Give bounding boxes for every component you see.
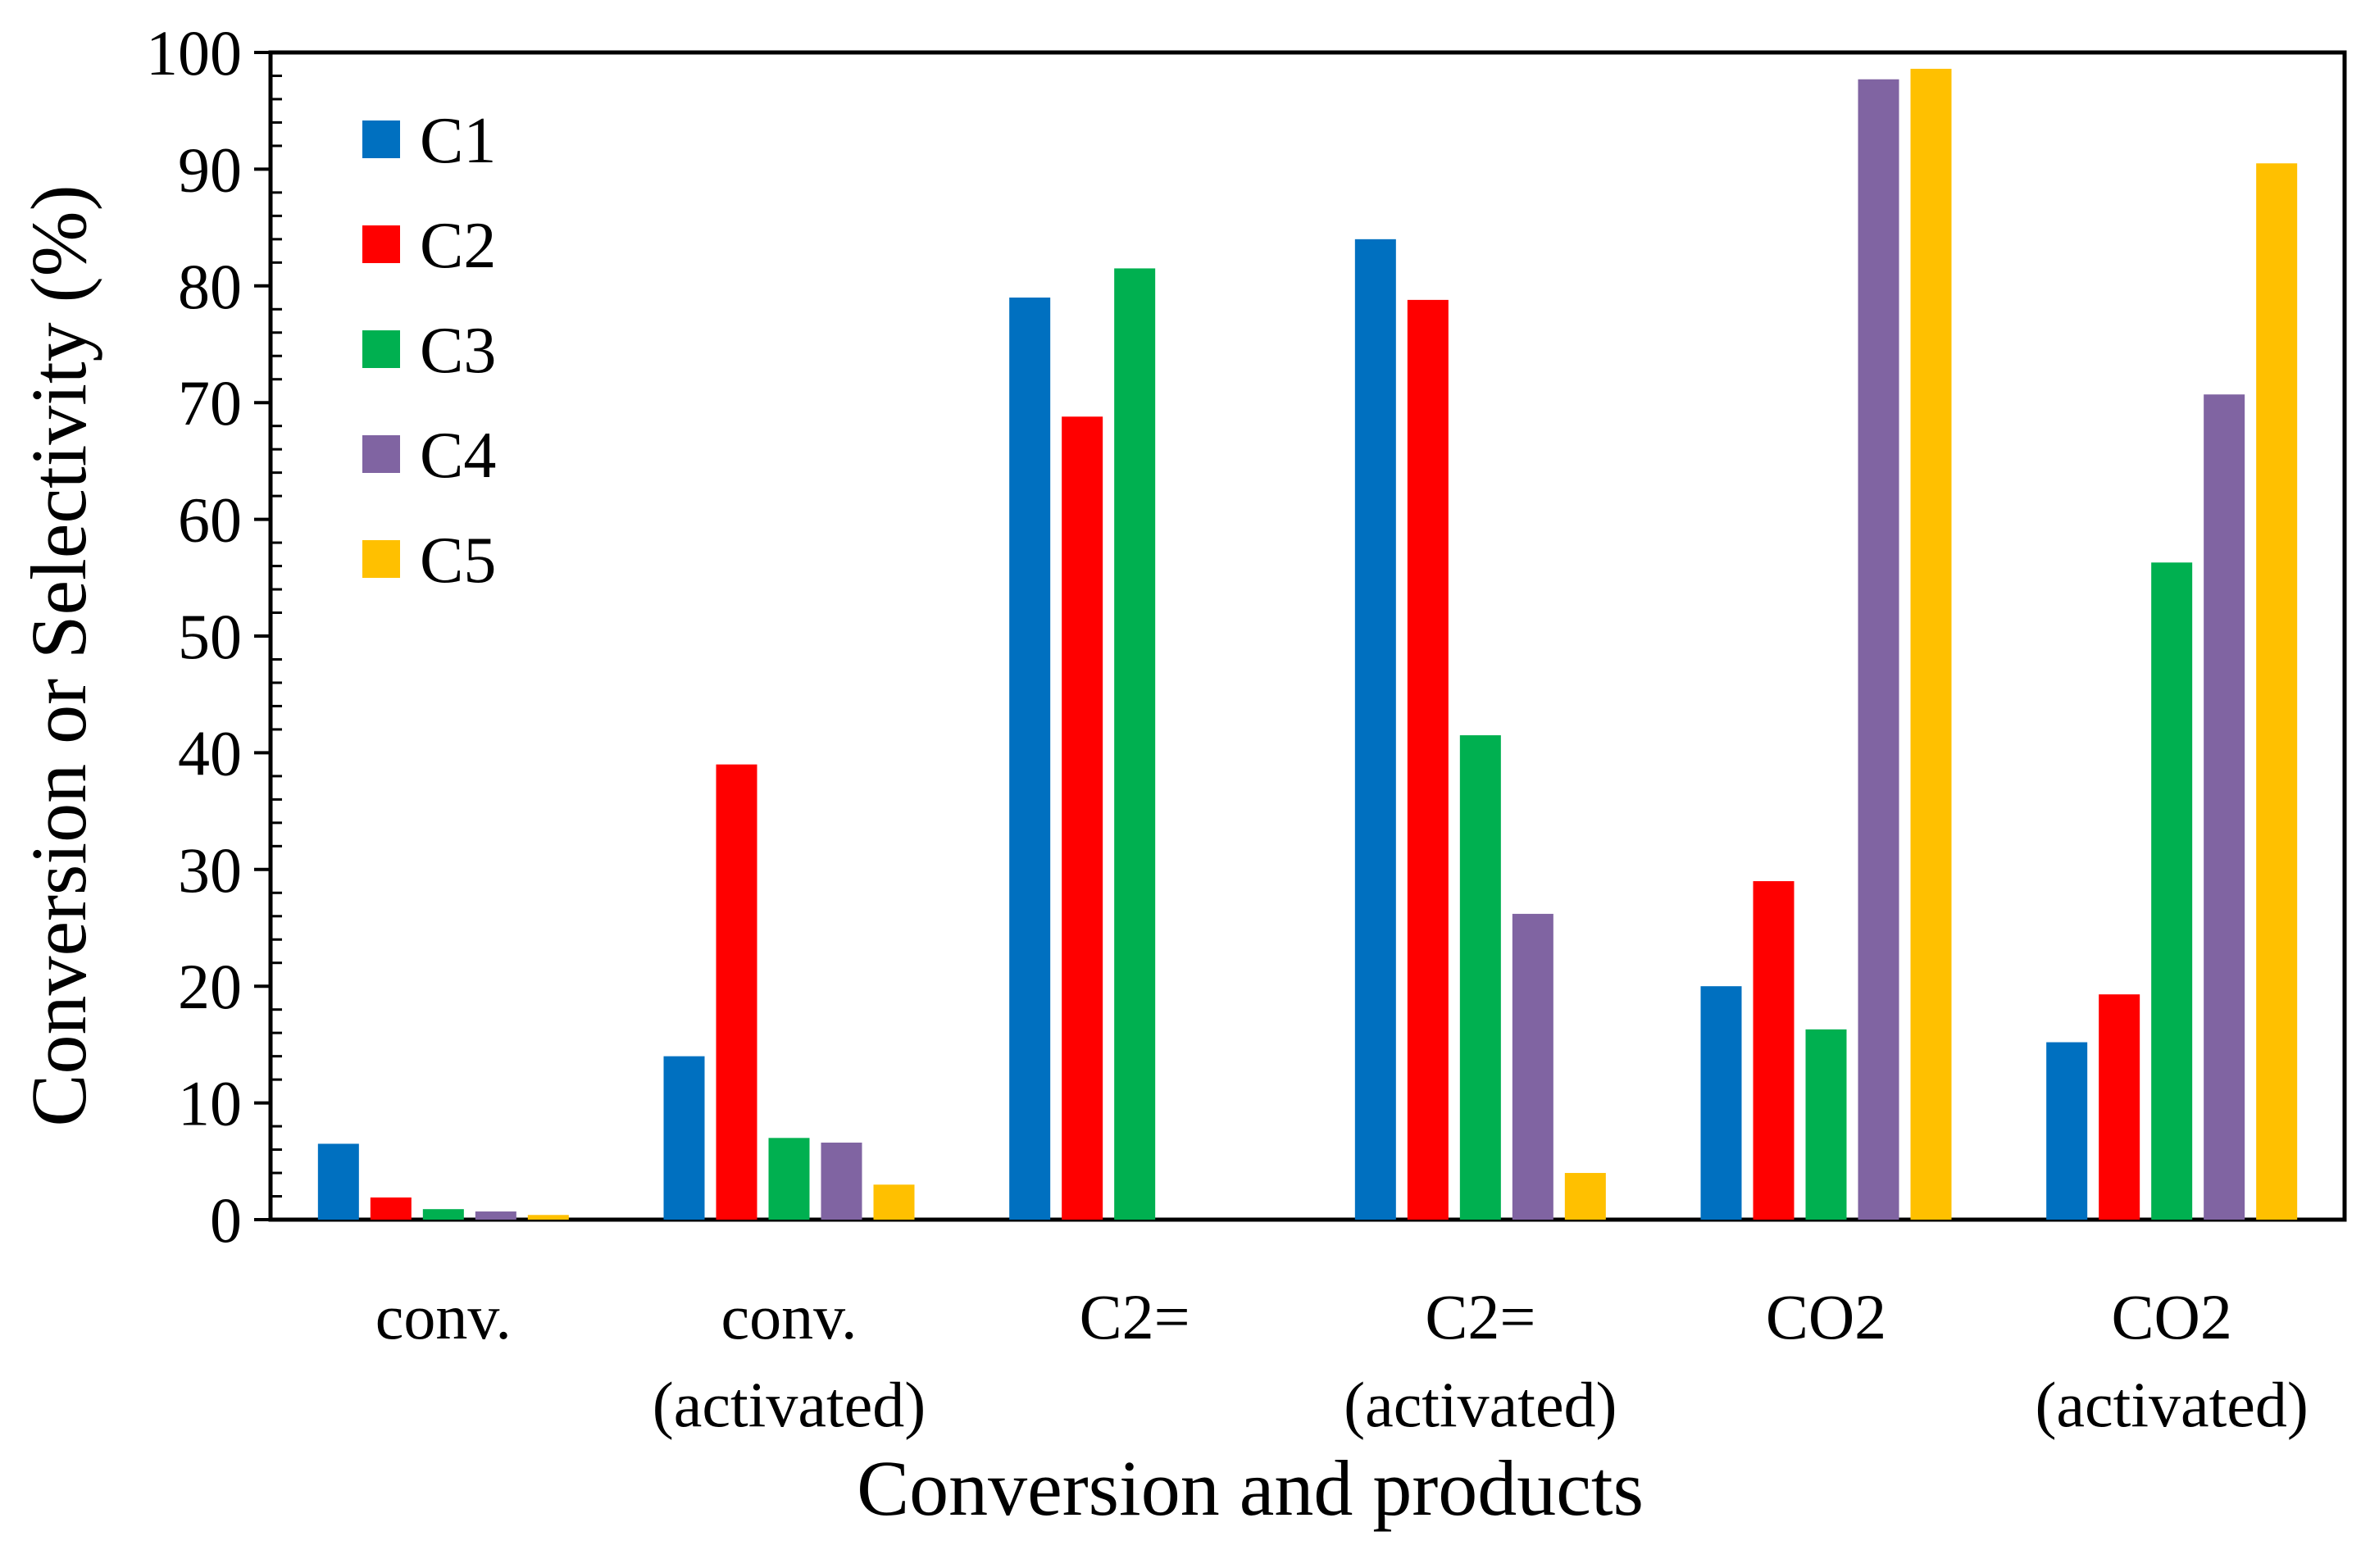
x-category-label: CO2	[2111, 1281, 2231, 1352]
x-category-label: (activated)	[2035, 1369, 2308, 1440]
bar-c2-cat-2	[1062, 416, 1103, 1220]
bar-c1-cat-3	[1354, 239, 1396, 1220]
bar-c3-cat-3	[1459, 735, 1501, 1220]
bar-c4-cat-0	[475, 1211, 516, 1220]
y-tick-label: 40	[178, 717, 242, 789]
bar-c5-cat-5	[2256, 163, 2298, 1220]
y-tick-label: 80	[178, 251, 242, 322]
bar-c3-cat-1	[768, 1138, 810, 1220]
bar-c1-cat-0	[317, 1143, 359, 1220]
bar-c5-cat-1	[873, 1184, 915, 1220]
y-tick-label: 20	[178, 951, 242, 1022]
y-tick-label: 90	[178, 134, 242, 205]
x-category-label: conv.	[375, 1281, 512, 1352]
legend-label-c5: C5	[420, 525, 496, 597]
x-category-label: C2=	[1425, 1281, 1535, 1352]
y-tick-label: 30	[178, 834, 242, 906]
bar-c5-cat-3	[1564, 1173, 1606, 1220]
bar-c5-cat-4	[1910, 68, 1952, 1220]
plot-frame	[268, 50, 2347, 1222]
x-category-label: C2=	[1080, 1281, 1190, 1352]
legend-swatch-c5	[362, 540, 400, 578]
legend-label-c1: C1	[420, 105, 496, 177]
y-tick-label: 60	[178, 484, 242, 556]
y-tick-label: 70	[178, 367, 242, 439]
bar-c2-cat-4	[1753, 881, 1795, 1220]
bar-c5-cat-0	[527, 1215, 569, 1220]
y-tick-label: 100	[146, 17, 242, 89]
y-tick-label: 10	[178, 1068, 242, 1139]
y-tick-label: 50	[178, 601, 242, 672]
bar-c2-cat-0	[370, 1197, 412, 1220]
legend-swatch-c4	[362, 435, 400, 473]
legend-label-c3: C3	[420, 315, 496, 387]
x-axis-title: Conversion and products	[857, 1444, 1644, 1532]
x-category-label: (activated)	[653, 1369, 926, 1440]
y-axis-title: Conversion or Selectivity (%)	[15, 184, 102, 1126]
x-category-label: (activated)	[1344, 1369, 1617, 1440]
bar-c1-cat-1	[663, 1056, 705, 1220]
bar-c1-cat-2	[1009, 298, 1051, 1220]
bar-c1-cat-5	[2046, 1042, 2088, 1220]
bar-c2-cat-5	[2099, 994, 2140, 1220]
bar-c4-cat-4	[1858, 79, 1899, 1220]
y-tick-label: 0	[210, 1184, 242, 1256]
legend-swatch-c3	[362, 330, 400, 368]
bar-c2-cat-3	[1407, 299, 1449, 1220]
legend-swatch-c1	[362, 120, 400, 158]
bar-c3-cat-4	[1805, 1029, 1847, 1220]
bar-c3-cat-0	[422, 1209, 464, 1220]
legend-label-c4: C4	[420, 420, 496, 492]
bar-c4-cat-1	[821, 1143, 862, 1220]
bar-c2-cat-1	[716, 764, 757, 1220]
legend-label-c2: C2	[420, 210, 496, 282]
bar-c3-cat-2	[1114, 268, 1156, 1220]
legend-swatch-c2	[362, 225, 400, 263]
x-category-label: CO2	[1766, 1281, 1886, 1352]
bar-c4-cat-3	[1512, 913, 1553, 1220]
x-category-label: conv.	[721, 1281, 857, 1352]
bar-c3-cat-5	[2151, 562, 2193, 1220]
bar-c4-cat-5	[2204, 394, 2245, 1220]
bar-c1-cat-4	[1700, 986, 1742, 1220]
